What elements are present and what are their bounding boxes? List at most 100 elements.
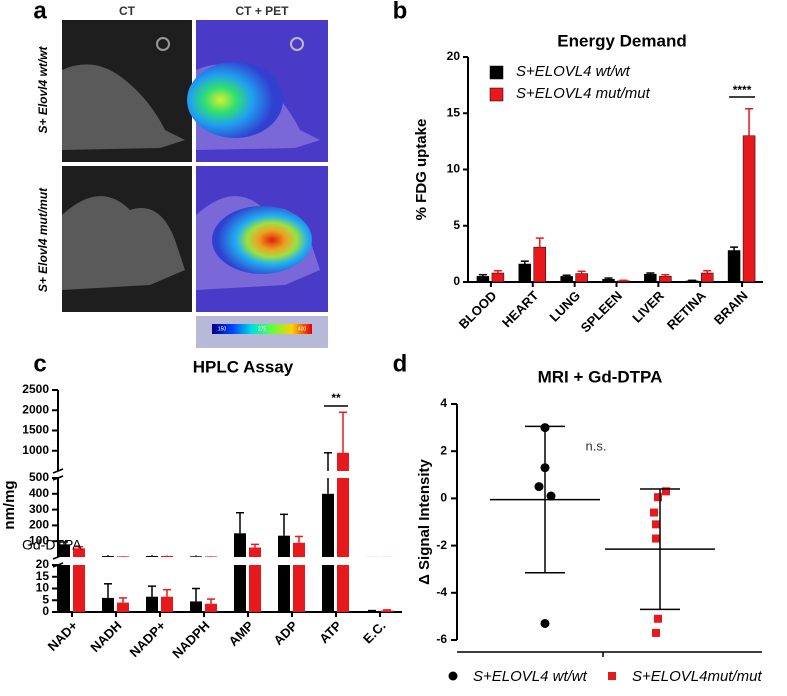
- column-label: CT + PET: [235, 4, 289, 18]
- x-tick-label: E.C.: [360, 618, 388, 646]
- bar-piece: [73, 548, 85, 557]
- y-tick-label: 300: [29, 502, 49, 516]
- y-tick-label: 5: [42, 592, 49, 606]
- legend-label: S+ELOVL4 wt/wt: [516, 63, 631, 80]
- error-bar: [520, 260, 529, 264]
- error-bar: [535, 237, 544, 248]
- error-bar: [75, 545, 83, 549]
- error-bar: [324, 452, 332, 494]
- y-tick-label: 5: [453, 218, 460, 232]
- bar: [249, 547, 261, 612]
- bar-piece: [249, 565, 261, 612]
- bar: [381, 556, 393, 612]
- pet-signal: [187, 62, 283, 138]
- y-tick-label: -2: [436, 538, 447, 552]
- point: [652, 628, 660, 637]
- legend-label: S+ELOVL4 mut/mut: [516, 85, 651, 102]
- error-bar: [577, 270, 586, 274]
- y-axis-label: % FDG uptake: [413, 119, 430, 221]
- y-tick-label: 10: [36, 581, 50, 595]
- chart-title: MRI + Gd-DTPA: [538, 367, 663, 386]
- bar: [476, 276, 490, 283]
- ct-marker: [156, 37, 170, 51]
- error-bar: [383, 556, 391, 611]
- significance-label: ****: [733, 83, 752, 97]
- error-bar: [619, 279, 628, 282]
- legend-marker: [448, 671, 458, 681]
- row-label: S+ Elovl4 mut/mut: [36, 187, 50, 292]
- bar: [73, 548, 85, 612]
- bar: [560, 276, 573, 283]
- y-tick-label: 0: [453, 274, 460, 288]
- y-tick-label: 20: [447, 49, 461, 63]
- bar-piece: [205, 603, 217, 612]
- bar: [644, 273, 657, 283]
- bar-piece: [278, 535, 290, 557]
- legend-marker: [608, 672, 616, 680]
- y-tick-label: 4: [440, 396, 447, 410]
- bar: [727, 250, 741, 283]
- error-bar: [295, 535, 303, 543]
- bar-piece: [102, 597, 114, 612]
- bar: [491, 272, 505, 283]
- sd-bar: [525, 425, 565, 574]
- y-tick-label: 2500: [22, 382, 49, 396]
- error-bar: [251, 543, 259, 548]
- y-tick-label: 15: [36, 569, 50, 583]
- x-tick-label: SPLEEN: [578, 288, 625, 335]
- bar-piece: [337, 452, 349, 471]
- bar-piece: [161, 555, 173, 557]
- bar-piece: [190, 601, 202, 612]
- panel-a: a CT CT + PET S+ Elovl4 wt/wt S+ Elovl4 …: [33, 0, 328, 348]
- y-tick-label: 20: [36, 557, 50, 571]
- bar: [161, 555, 173, 612]
- error-bar: [368, 556, 376, 612]
- bar-piece: [58, 565, 70, 612]
- bar-piece: [293, 565, 305, 612]
- legend-swatch: [489, 87, 504, 102]
- overlay-text: Gd-DTPA: [22, 537, 82, 553]
- bar-piece: [322, 493, 334, 557]
- error-bar: [661, 273, 670, 277]
- error-bar: [119, 556, 127, 603]
- bar-piece: [161, 596, 173, 612]
- y-tick-label: 1000: [22, 443, 49, 457]
- bar: [102, 556, 114, 612]
- bar: [293, 542, 305, 612]
- chart-title: Energy Demand: [557, 31, 686, 50]
- x-tick-label: HEART: [499, 288, 541, 330]
- bar: [58, 544, 70, 612]
- panel-letter: a: [33, 0, 47, 24]
- colorbar-tick-label: 400: [298, 326, 307, 332]
- colorbar-tick-label: 150: [218, 326, 227, 332]
- x-tick-label: BRAIN: [711, 288, 751, 328]
- bar: [575, 273, 588, 283]
- point: [652, 534, 660, 543]
- y-tick-label: 200: [29, 518, 49, 532]
- y-tick-label: -4: [436, 585, 447, 599]
- y-tick-label: 0: [440, 491, 447, 505]
- y-tick-label: 15: [447, 105, 461, 119]
- bar-piece: [293, 542, 305, 557]
- bar-piece: [278, 565, 290, 612]
- x-tick-label: NADPH: [169, 618, 212, 661]
- ct-body: [62, 196, 185, 290]
- error-bar: [148, 555, 156, 597]
- x-tick-label: AMP: [226, 618, 257, 649]
- x-tick-label: RETINA: [664, 288, 709, 333]
- error-bar: [493, 270, 502, 273]
- row-label: S+ Elovl4 wt/wt: [36, 45, 50, 133]
- error-bar: [236, 512, 244, 534]
- bar-piece: [146, 596, 158, 612]
- bar-piece: [249, 547, 261, 557]
- bar: [146, 555, 158, 612]
- x-tick-label: LIVER: [629, 288, 667, 326]
- x-tick-label: BLOOD: [456, 288, 500, 332]
- bar: [659, 276, 672, 283]
- x-tick-label: NADP+: [127, 618, 169, 660]
- y-tick-label: 1500: [22, 423, 49, 437]
- y-tick-label: 2: [440, 443, 447, 457]
- x-tick-label: NAD+: [45, 618, 81, 654]
- error-bar: [730, 246, 739, 251]
